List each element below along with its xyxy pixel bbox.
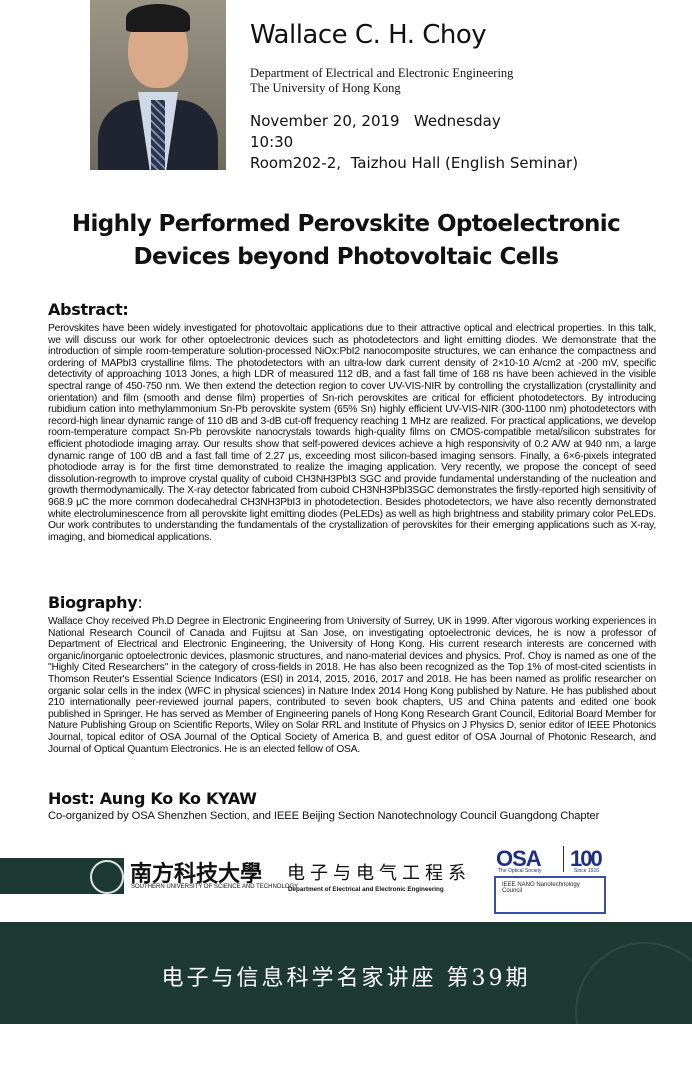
speaker-university: The University of Hong Kong	[250, 81, 401, 95]
biography-heading: Biography:	[48, 593, 143, 612]
event-venue: Room202-2, Taizhou Hall (English Seminar…	[250, 154, 579, 172]
event-info: November 20, 2019 Wednesday 10:30 Room202-…	[250, 111, 578, 174]
sustech-name-en: SOUTHERN UNIVERSITY OF SCIENCE AND TECHN…	[131, 884, 299, 890]
dept-name-en: Department of Electrical and Electronic …	[288, 886, 444, 893]
biography-heading-text: Biography	[48, 593, 138, 612]
talk-title: Highly Performed Perovskite Optoelectron…	[0, 208, 692, 274]
biography-colon: :	[137, 593, 143, 612]
host: Host: Aung Ko Ko KYAW	[48, 789, 257, 808]
talk-title-line2: Devices beyond Photovoltaic Cells	[133, 244, 559, 270]
speaker-affiliation: Department of Electrical and Electronic …	[250, 66, 513, 96]
sustech-name-cn: 南方科技大學	[130, 861, 263, 887]
ieee-nano-logo: IEEE NANO Nanotechnology Council	[494, 876, 606, 914]
osa-100-logo: 100	[563, 846, 603, 872]
speaker-name: Wallace C. H. Choy	[250, 20, 487, 50]
talk-title-line1: Highly Performed Perovskite Optoelectron…	[71, 211, 621, 237]
abstract-heading: Abstract:	[48, 300, 129, 319]
speaker-photo	[90, 0, 226, 170]
abstract-text: Perovskites have been widely investigate…	[48, 323, 656, 543]
lecture-series: 电子与信息科学名家讲座 第39期	[161, 966, 531, 991]
event-date: November 20, 2019 Wednesday	[250, 112, 501, 130]
sustech-emblem-icon	[90, 860, 124, 894]
footer-banner: 电子与信息科学名家讲座 第39期	[0, 922, 692, 1082]
osa-logo: OSA	[496, 846, 542, 871]
speaker-department: Department of Electrical and Electronic …	[250, 66, 514, 80]
osa-since: Since 1916	[574, 868, 600, 874]
osa-subtitle: The Optical Society	[498, 868, 542, 874]
coorganizers: Co-organized by OSA Shenzhen Section, an…	[48, 810, 600, 822]
biography-text: Wallace Choy received Ph.D Degree in Ele…	[48, 616, 656, 755]
event-time: 10:30	[250, 133, 294, 151]
dept-name-cn: 电子与电气工程系	[287, 863, 471, 884]
